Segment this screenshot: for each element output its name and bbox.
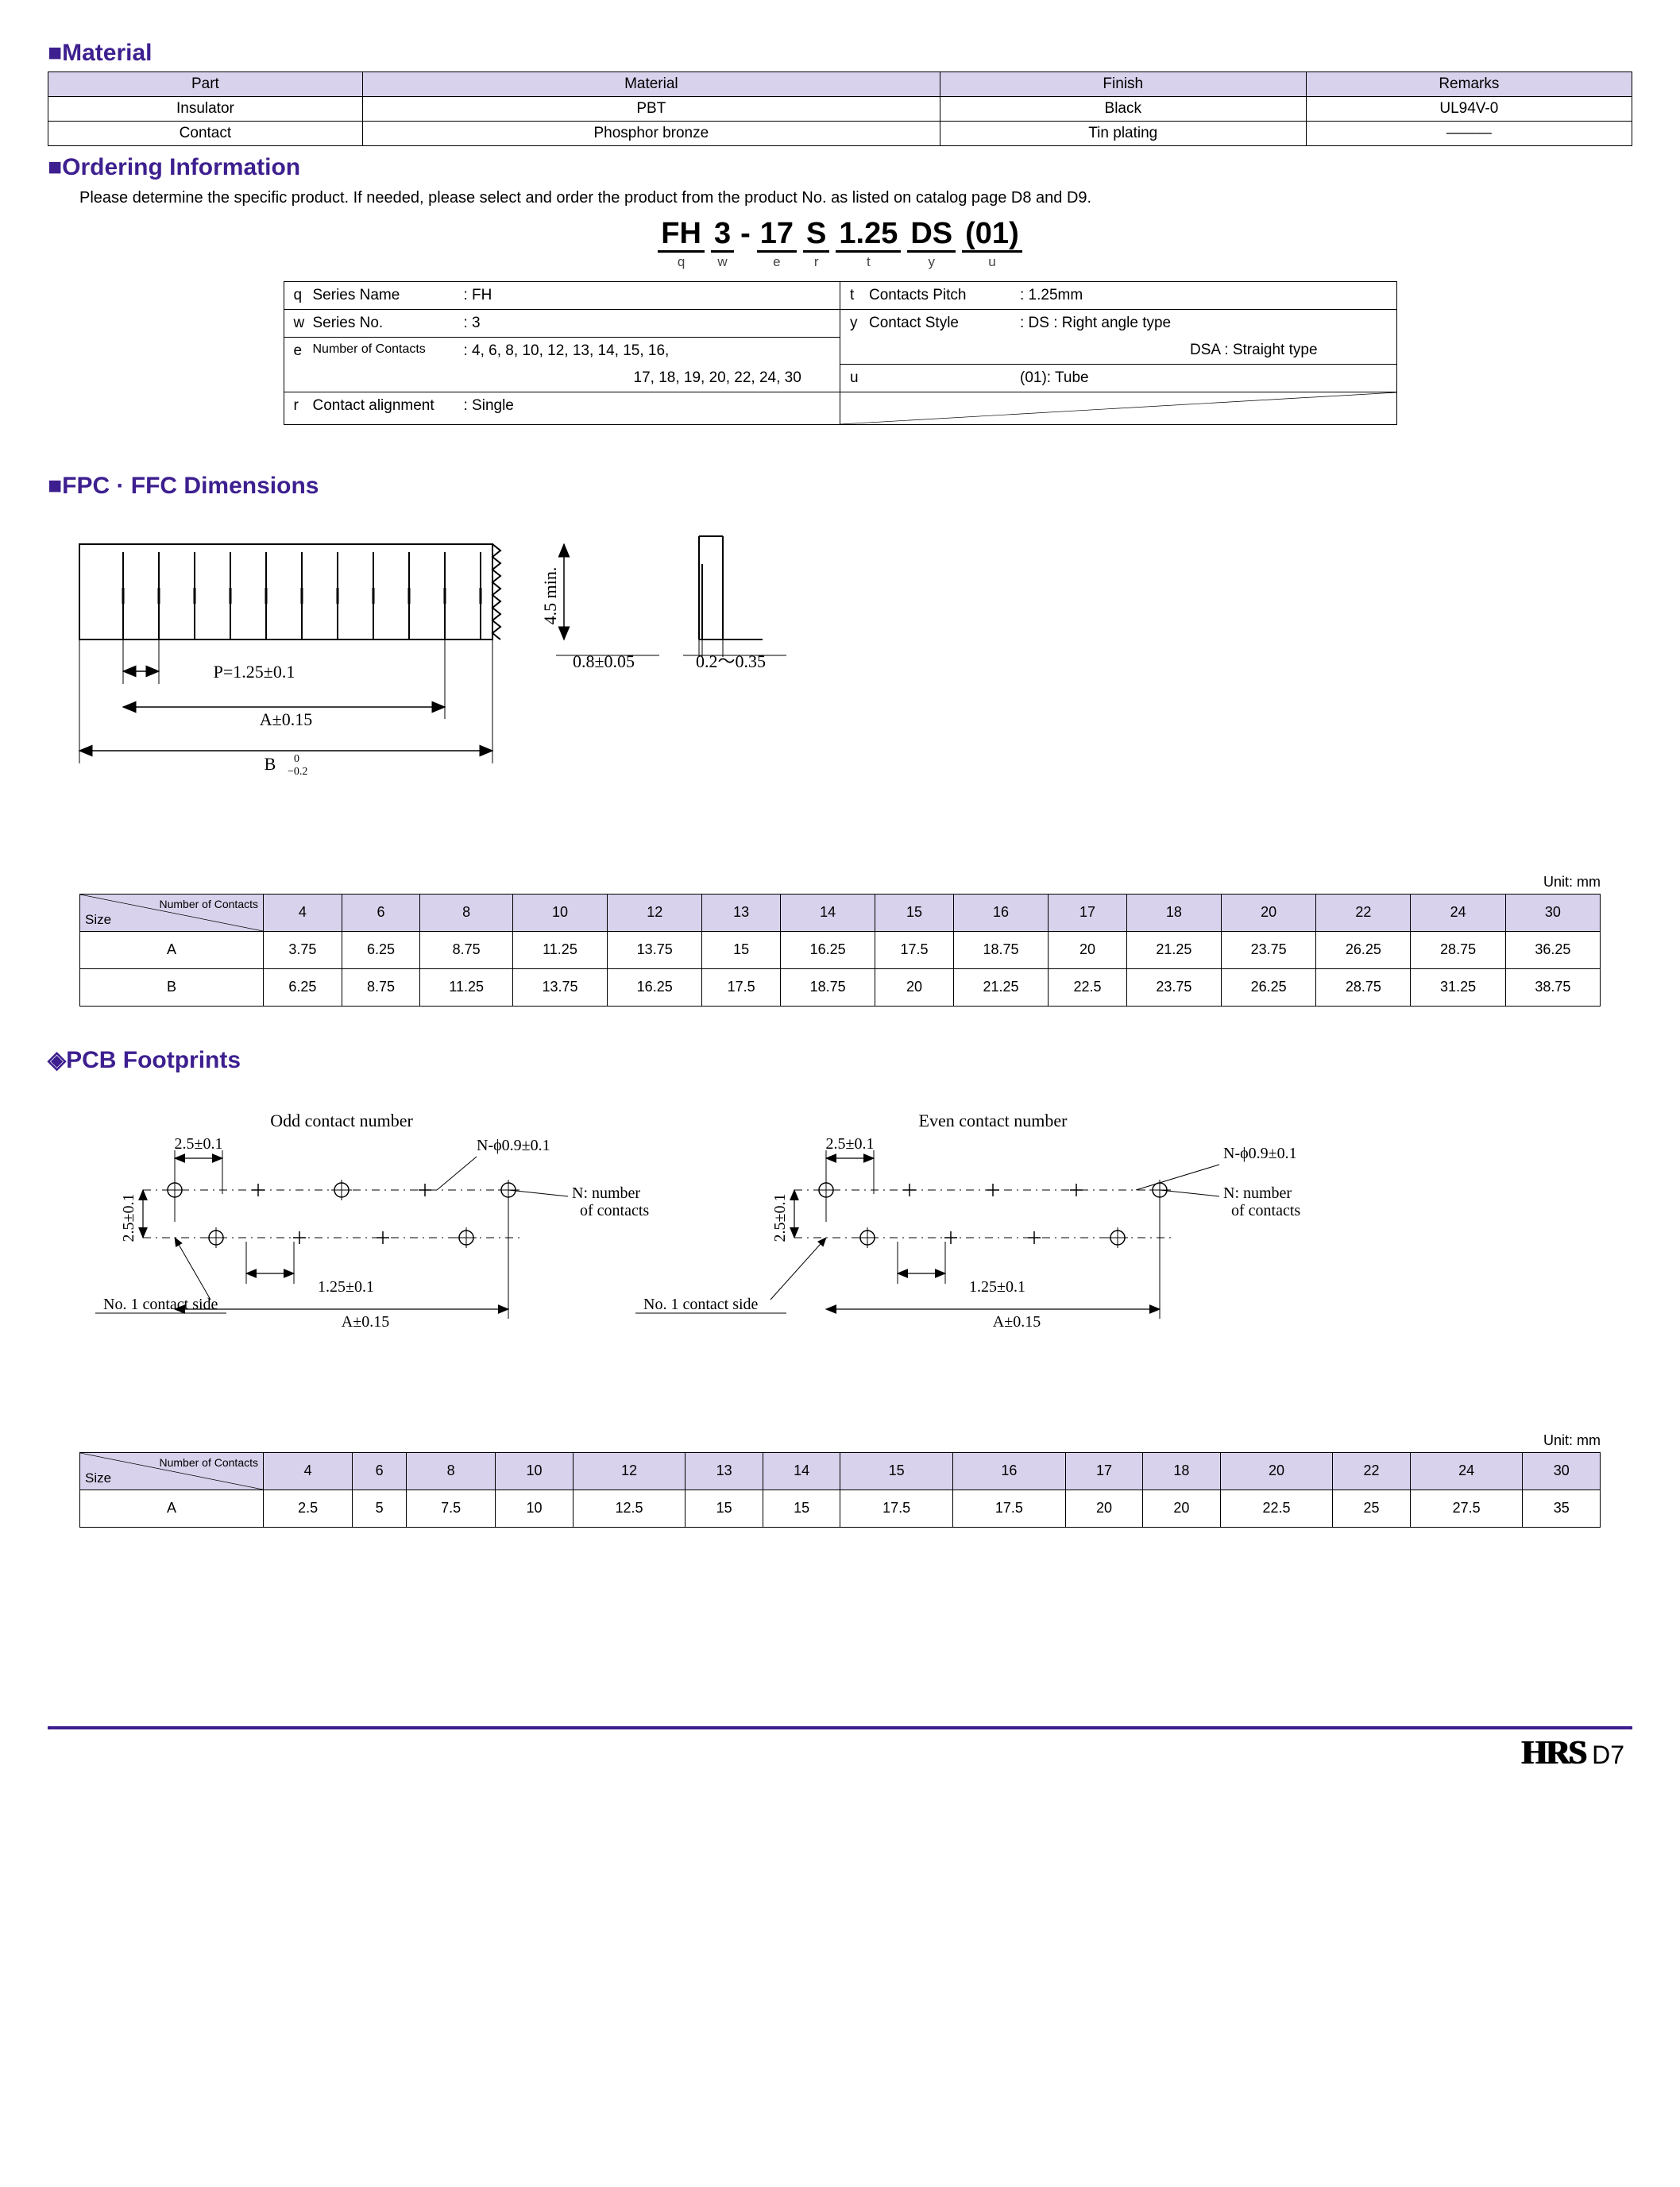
legend-row: wSeries No.: 3 — [284, 310, 840, 338]
legend-row: qSeries Name: FH — [284, 282, 840, 310]
fpc-drawing: P=1.25±0.1 A±0.15 B 0 −0.2 4.5 min. 0.8±… — [48, 528, 826, 814]
legend-box: qSeries Name: FHwSeries No.: 3eNumber of… — [284, 281, 1397, 425]
svg-text:No. 1 contact side: No. 1 contact side — [103, 1296, 218, 1313]
svg-text:Even contact number: Even contact number — [919, 1111, 1068, 1130]
legend-row: eNumber of Contacts: 4, 6, 8, 10, 12, 13… — [284, 338, 840, 365]
svg-text:0.2～0.35: 0.2～0.35 — [696, 651, 766, 671]
fpc-dim-table: Number of ContactsSize468101213141516171… — [79, 894, 1601, 1007]
pcb-drawing: Odd contact number 2.5±0.1 N-ϕ0.9±0.1 N:… — [48, 1103, 1382, 1373]
pn-seg-t: 1.25 — [836, 218, 901, 253]
mat-r0c3: UL94V-0 — [1306, 97, 1632, 122]
mat-h-3: Remarks — [1306, 72, 1632, 97]
svg-text:A±0.15: A±0.15 — [993, 1313, 1041, 1331]
svg-text:of contacts: of contacts — [1231, 1202, 1300, 1219]
unit-label-fpc: Unit: mm — [48, 874, 1601, 891]
mat-r0c2: Black — [940, 97, 1306, 122]
pn-seg-q: FH — [658, 218, 705, 253]
pn-seg-u: (01) — [962, 218, 1022, 253]
svg-text:2.5±0.1: 2.5±0.1 — [771, 1193, 789, 1242]
svg-text:0.8±0.05: 0.8±0.05 — [573, 651, 635, 671]
heading-fpc: ■FPC · FFC Dimensions — [48, 473, 1632, 500]
pn-seg-e: 17 — [757, 218, 797, 253]
pn-seg-r: S — [803, 218, 829, 253]
legend-row: rContact alignment: Single — [284, 392, 840, 419]
svg-text:Odd contact number: Odd contact number — [270, 1111, 413, 1130]
heading-pcb: ◈PCB Footprints — [48, 1046, 1632, 1074]
hrs-logo: HRS — [1522, 1734, 1585, 1772]
mat-r0c1: PBT — [362, 97, 940, 122]
svg-text:−0.2: −0.2 — [288, 766, 307, 778]
mat-h-2: Finish — [940, 72, 1306, 97]
pcb-dim-table: Number of ContactsSize468101213141516171… — [79, 1452, 1601, 1528]
mat-r1c0: Contact — [48, 122, 363, 146]
heading-material: ■Material — [48, 40, 1632, 67]
svg-text:0: 0 — [294, 753, 299, 765]
pn-seg-y: DS — [907, 218, 956, 253]
svg-text:4.5 min.: 4.5 min. — [540, 567, 560, 625]
svg-text:N: number: N: number — [1223, 1184, 1292, 1202]
ordering-text: Please determine the specific product. I… — [79, 187, 1632, 209]
heading-ordering: ■Ordering Information — [48, 154, 1632, 181]
svg-text:2.5±0.1: 2.5±0.1 — [120, 1193, 137, 1242]
pn-seg-w: 3 — [711, 218, 734, 253]
page-number: D7 — [1592, 1741, 1624, 1770]
legend-row: DSA : Straight type — [840, 337, 1396, 365]
svg-text:1.25±0.1: 1.25±0.1 — [969, 1278, 1025, 1296]
part-number-row: FHq3w-17eSr1.25tDSy(01)u — [48, 217, 1632, 270]
legend-row — [840, 392, 1396, 424]
mat-h-0: Part — [48, 72, 363, 97]
mat-r1c1: Phosphor bronze — [362, 122, 940, 146]
svg-text:A±0.15: A±0.15 — [342, 1313, 389, 1331]
svg-text:No. 1 contact side: No. 1 contact side — [643, 1296, 759, 1313]
svg-text:P=1.25±0.1: P=1.25±0.1 — [214, 662, 295, 682]
legend-row: tContacts Pitch: 1.25mm — [840, 282, 1396, 310]
svg-text:of contacts: of contacts — [580, 1202, 649, 1219]
svg-text:B: B — [265, 754, 276, 774]
mat-h-1: Material — [362, 72, 940, 97]
svg-text:1.25±0.1: 1.25±0.1 — [318, 1278, 374, 1296]
svg-text:N-ϕ0.9±0.1: N-ϕ0.9±0.1 — [477, 1137, 550, 1154]
svg-text:2.5±0.1: 2.5±0.1 — [826, 1135, 875, 1153]
legend-row: u(01): Tube — [840, 365, 1396, 392]
legend-row: 17, 18, 19, 20, 22, 24, 30 — [284, 365, 840, 392]
material-table: Part Material Finish Remarks Insulator P… — [48, 71, 1632, 146]
mat-r1c3: ——— — [1306, 122, 1632, 146]
mat-r0c0: Insulator — [48, 97, 363, 122]
svg-text:2.5±0.1: 2.5±0.1 — [175, 1135, 223, 1153]
svg-text:N-ϕ0.9±0.1: N-ϕ0.9±0.1 — [1223, 1145, 1297, 1162]
svg-text:A±0.15: A±0.15 — [260, 709, 312, 729]
unit-label-pcb: Unit: mm — [48, 1432, 1601, 1449]
svg-text:N: number: N: number — [572, 1184, 640, 1202]
mat-r1c2: Tin plating — [940, 122, 1306, 146]
legend-row: yContact Style: DS : Right angle type — [840, 310, 1396, 337]
